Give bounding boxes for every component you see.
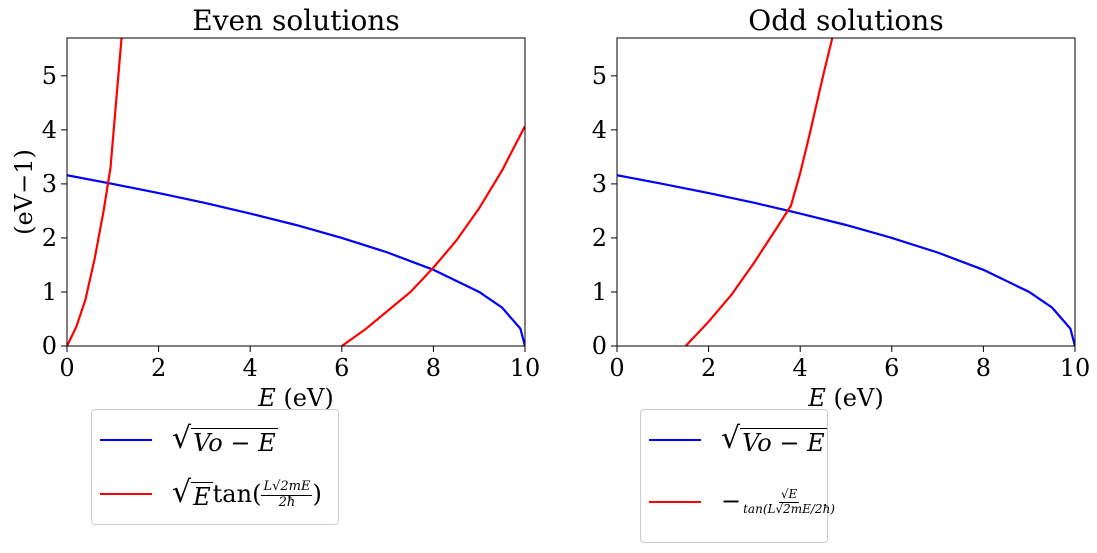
legend-label-sqrt-vo-e: √ Vo − E [721, 420, 827, 457]
x-tick-label: 2 [701, 354, 716, 382]
y-tick-label: 2 [42, 224, 57, 252]
y-tick-label: 5 [42, 62, 57, 90]
x-tick-label: 8 [426, 354, 441, 382]
legend-line-blue [649, 439, 701, 441]
y-tick-label: 2 [592, 224, 607, 252]
chart-title: Even solutions [192, 4, 399, 37]
series-line-1 [684, 38, 834, 346]
y-tick-label: 1 [592, 278, 607, 306]
x-tick-label: 0 [609, 354, 624, 382]
series-line-0 [617, 174, 1075, 346]
legend-line-red [100, 493, 152, 495]
x-tick-label: 8 [976, 354, 991, 382]
sqrt-vo-e-text: Vo − E [740, 427, 827, 457]
y-tick-label: 3 [592, 170, 607, 198]
frac-denominator: tan(L√2mE/2ħ) [743, 502, 835, 517]
odd-legend: √ Vo − E − √E tan(L√2mE/2ħ) [640, 409, 835, 543]
y-tick-label: 4 [42, 116, 57, 144]
x-tick-label: 0 [59, 354, 74, 382]
x-tick-label: 4 [793, 354, 808, 382]
y-axis-label: (eV−1) [10, 149, 38, 235]
y-tick-label: 4 [592, 116, 607, 144]
legend-label-sqrt-vo-e: √ Vo − E [172, 420, 278, 457]
legend-line-red [649, 501, 701, 503]
x-axis-label-var: E [257, 384, 276, 412]
y-tick-label: 1 [42, 278, 57, 306]
odd-legend-item-sqrt: √ Vo − E [641, 422, 827, 458]
x-tick-label: 10 [510, 354, 541, 382]
frac-numerator: √E [778, 487, 800, 504]
plot-frame [616, 37, 1076, 347]
y-tick-label: 3 [42, 170, 57, 198]
plot-frame [66, 37, 526, 347]
tan-close-text: ) [312, 479, 322, 508]
x-axis-label-unit: (eV) [276, 384, 334, 412]
series-line-2 [341, 125, 525, 346]
x-axis-label: E (eV) [807, 384, 883, 412]
x-tick-label: 6 [884, 354, 899, 382]
y-tick-label: 0 [42, 332, 57, 360]
y-tick-label: 0 [592, 332, 607, 360]
x-axis-label-unit: (eV) [826, 384, 884, 412]
x-tick-label: 2 [151, 354, 166, 382]
frac-numerator: L√2mE [261, 478, 313, 496]
legend-label-neg-sqrt-e-over-tan: − √E tan(L√2mE/2ħ) [721, 487, 837, 517]
x-axis-label: E (eV) [257, 384, 333, 412]
series-line-0 [67, 174, 525, 346]
even-solutions-panel: 0 2 4 6 8 10 0 1 2 3 4 5 Even solutions E (eV) (eV−1) [10, 4, 540, 412]
minus-sign: − [721, 487, 742, 516]
odd-legend-item-cot: − √E tan(L√2mE/2ħ) [641, 472, 837, 532]
y-tick-label: 5 [592, 62, 607, 90]
odd-solutions-panel: 0 2 4 6 8 10 0 1 2 3 4 5 Odd solutions E (eV) [592, 4, 1091, 412]
legend-line-blue [100, 439, 152, 441]
frac-denominator: 2ħ [278, 494, 296, 510]
x-tick-label: 10 [1060, 354, 1091, 382]
chart-title: Odd solutions [748, 4, 943, 37]
x-tick-label: 6 [334, 354, 349, 382]
tan-open-text: tan( [212, 479, 262, 508]
x-axis-label-var: E [807, 384, 826, 412]
even-legend-item-sqrt: √ Vo − E [92, 422, 278, 458]
sqrt-vo-e-text: Vo − E [191, 427, 278, 457]
series-line-1 [67, 38, 123, 346]
x-tick-label: 4 [243, 354, 258, 382]
sqrt-e-text: E [191, 481, 213, 511]
